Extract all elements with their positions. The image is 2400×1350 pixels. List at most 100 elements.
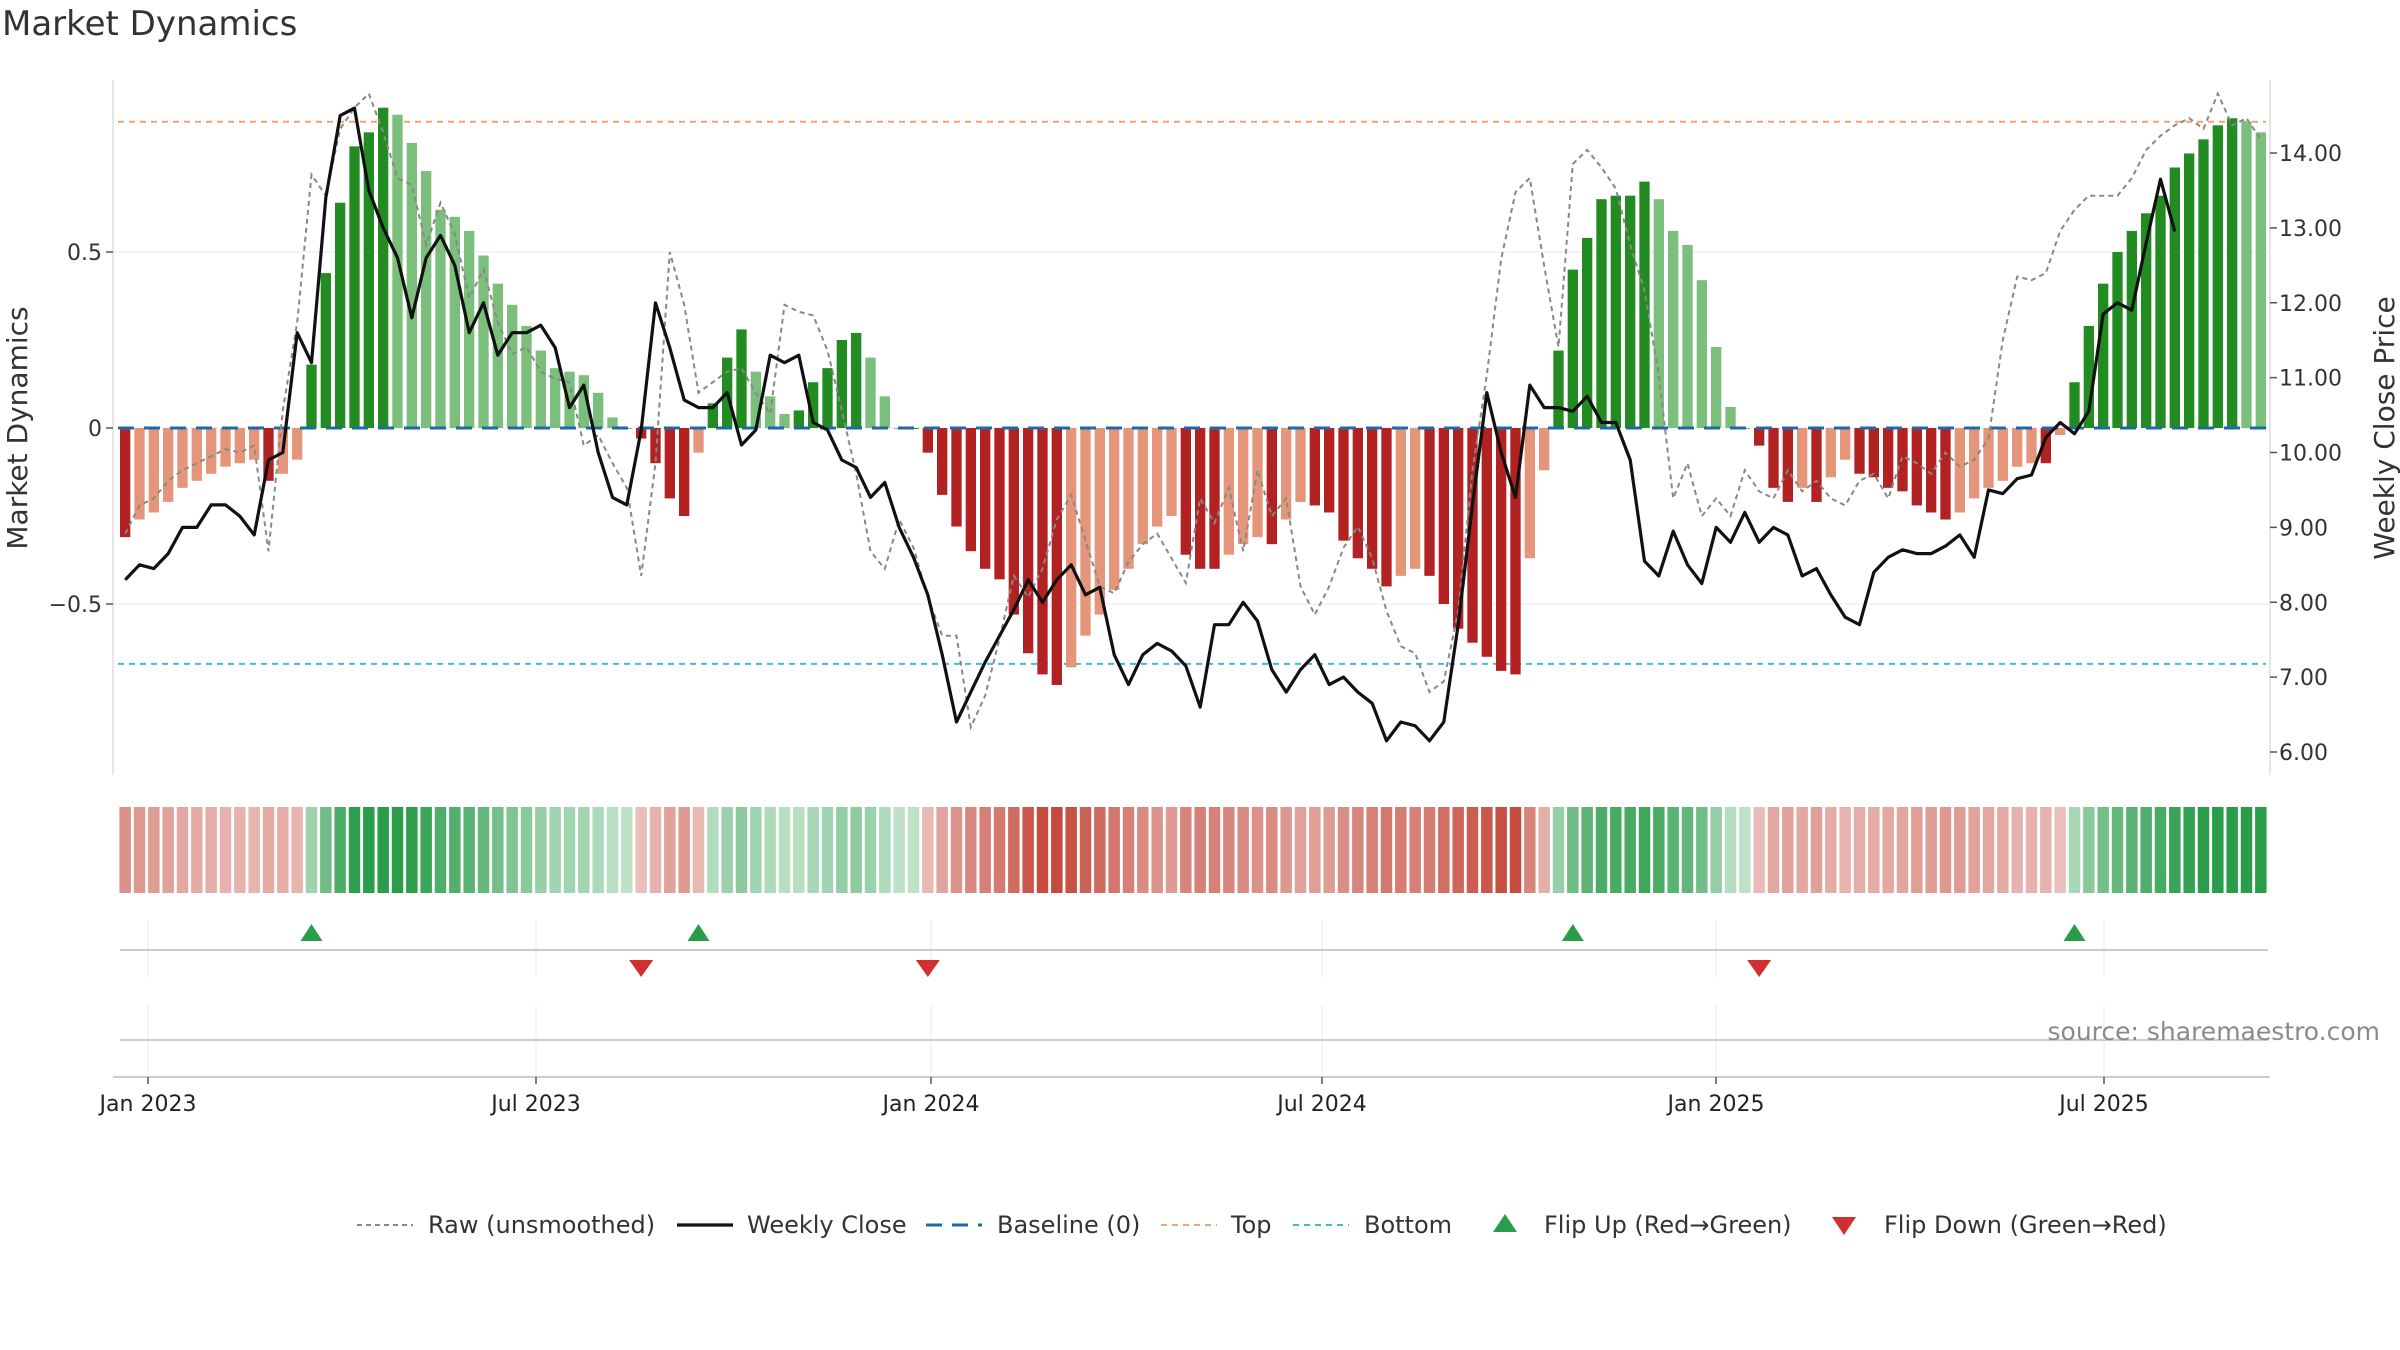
regime-cell bbox=[205, 807, 217, 893]
dynamics-bar bbox=[2212, 125, 2223, 428]
regime-cell bbox=[1409, 807, 1421, 893]
dynamics-bar bbox=[1309, 428, 1320, 506]
dynamics-bar bbox=[1094, 428, 1105, 615]
dynamics-bar bbox=[851, 332, 862, 428]
regime-cell bbox=[492, 807, 504, 893]
right-tick-label: 8.00 bbox=[2279, 591, 2328, 616]
regime-cell bbox=[2111, 807, 2124, 893]
regime-cell bbox=[1108, 807, 1120, 893]
dynamics-bar bbox=[736, 329, 747, 428]
dynamics-bar bbox=[1926, 428, 1937, 513]
dynamics-bar bbox=[392, 114, 403, 428]
right-tick-label: 11.00 bbox=[2279, 367, 2342, 392]
x-tick-label: Jul 2023 bbox=[489, 1092, 581, 1117]
dynamics-bar bbox=[2026, 428, 2037, 464]
dynamics-bar bbox=[1453, 428, 1464, 629]
dynamics-bar bbox=[865, 357, 876, 428]
regime-cell bbox=[2126, 807, 2138, 893]
regime-cell bbox=[1509, 807, 1522, 893]
dynamics-bar bbox=[2227, 118, 2238, 429]
flip-markers-panel bbox=[120, 920, 2268, 977]
flip-down-marker bbox=[915, 960, 940, 977]
dynamics-bar bbox=[1825, 428, 1836, 478]
regime-cell bbox=[2083, 807, 2095, 893]
dynamics-bar bbox=[664, 428, 675, 499]
dynamics-bar bbox=[1768, 428, 1779, 488]
dynamics-bar bbox=[535, 350, 546, 428]
dynamics-bar bbox=[163, 428, 174, 502]
regime-cell bbox=[1237, 807, 1249, 893]
regime-cell bbox=[1165, 807, 1178, 893]
dynamics-bar bbox=[1424, 428, 1435, 576]
dynamics-bar bbox=[2255, 132, 2266, 428]
regime-cell bbox=[1610, 807, 1622, 893]
dynamics-bar bbox=[134, 428, 145, 520]
regime-cell bbox=[176, 807, 189, 893]
dynamics-bar bbox=[263, 428, 274, 481]
dynamics-bar bbox=[564, 371, 575, 428]
dynamics-bar bbox=[1352, 428, 1363, 559]
regime-cell bbox=[1122, 807, 1135, 893]
regime-cell bbox=[1323, 807, 1335, 893]
dynamics-bar bbox=[707, 403, 718, 428]
dynamics-bar bbox=[693, 428, 704, 453]
regime-cell bbox=[2154, 807, 2167, 893]
regime-cell bbox=[1911, 807, 1923, 893]
regime-cell bbox=[1395, 807, 1407, 893]
dynamics-bar bbox=[1725, 406, 1736, 428]
dynamics-bar bbox=[1797, 428, 1808, 488]
regime-cell bbox=[1251, 807, 1264, 893]
dynamics-bar bbox=[507, 304, 518, 428]
regime-cell bbox=[219, 807, 232, 893]
right-tick-label: 7.00 bbox=[2279, 666, 2328, 691]
regime-cell bbox=[2197, 807, 2210, 893]
dynamics-bar bbox=[2098, 283, 2109, 428]
main-panel: 0.5 0 −0.5 14.00 13.00 12.00 11.00 10.00 9.00 8.0… bbox=[49, 80, 2342, 775]
dynamics-bar bbox=[1223, 428, 1234, 555]
regime-cell bbox=[1280, 807, 1292, 893]
regime-cell bbox=[2054, 807, 2066, 893]
regime-cell bbox=[248, 807, 260, 893]
dynamics-bar bbox=[836, 340, 847, 428]
dynamics-bar bbox=[808, 382, 819, 428]
regime-cell bbox=[2040, 807, 2052, 893]
dynamics-bar bbox=[1166, 428, 1177, 516]
regime-cell bbox=[907, 807, 920, 893]
regime-cell bbox=[793, 807, 805, 893]
dynamics-bar bbox=[1524, 428, 1535, 559]
dynamics-bar bbox=[363, 132, 374, 428]
regime-cell bbox=[1180, 807, 1192, 893]
raw-line bbox=[124, 91, 2262, 731]
dynamics-bar bbox=[1037, 428, 1048, 675]
regime-cell bbox=[1595, 807, 1608, 893]
regime-cell bbox=[1481, 807, 1493, 893]
dynamics-bar bbox=[1668, 230, 1679, 428]
dynamics-bar bbox=[2155, 195, 2166, 428]
left-tick-label: −0.5 bbox=[49, 593, 102, 618]
regime-cell bbox=[1954, 807, 1966, 893]
dynamics-bar bbox=[1438, 428, 1449, 604]
dynamics-bar bbox=[1954, 428, 1965, 513]
regime-cell bbox=[821, 807, 834, 893]
dynamics-bar bbox=[1381, 428, 1392, 587]
regime-cell bbox=[1065, 807, 1077, 893]
regime-cell bbox=[1079, 807, 1092, 893]
regime-cell bbox=[578, 807, 590, 893]
regime-cell bbox=[1524, 807, 1536, 893]
dynamics-bar bbox=[1266, 428, 1277, 545]
regime-cell bbox=[993, 807, 1006, 893]
dynamics-bar bbox=[349, 146, 360, 428]
regime-cell bbox=[2140, 807, 2152, 893]
dynamics-bar bbox=[1553, 350, 1564, 428]
regime-cell bbox=[2240, 807, 2253, 893]
legend-label: Flip Down (Green→Red) bbox=[1884, 1211, 2167, 1239]
dynamics-bar bbox=[550, 368, 561, 428]
regime-cell bbox=[678, 807, 690, 893]
regime-cell bbox=[1882, 807, 1894, 893]
regime-cell bbox=[2011, 807, 2023, 893]
legend-label: Bottom bbox=[1364, 1211, 1452, 1239]
regime-cell bbox=[305, 807, 318, 893]
legend-label: Flip Up (Red→Green) bbox=[1544, 1211, 1792, 1239]
dynamics-bar bbox=[793, 410, 804, 428]
dynamics-bar bbox=[1625, 195, 1636, 428]
